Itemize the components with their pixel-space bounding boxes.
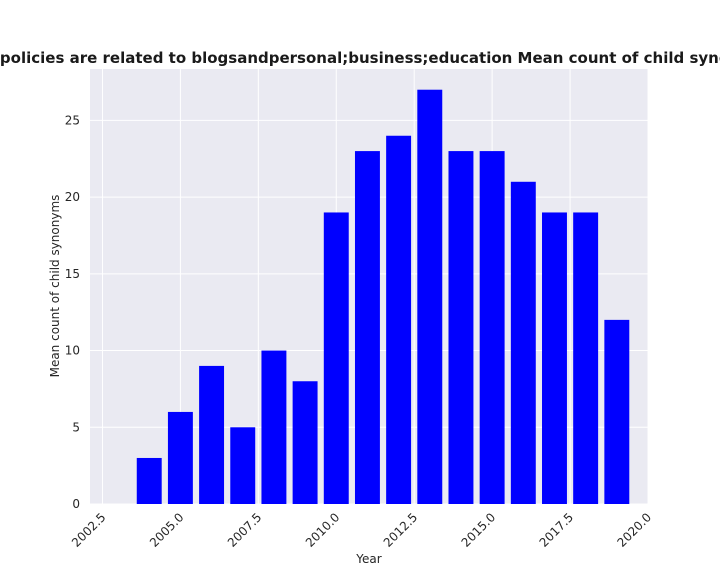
y-axis-label: Mean count of child synonyms: [48, 195, 62, 378]
y-tick-label: 25: [65, 113, 80, 127]
bar-2015: [479, 151, 505, 504]
bar-2006: [199, 365, 225, 504]
y-tick-label: 5: [72, 420, 80, 434]
bar-2018: [573, 212, 599, 504]
x-axis-label: Year: [355, 552, 381, 566]
bar-2004: [136, 457, 162, 504]
bar-2014: [448, 151, 474, 504]
chart-title: Years in which privacy policies are rela…: [0, 49, 720, 67]
bar-2010: [323, 212, 349, 504]
bar-2016: [510, 181, 536, 504]
y-tick-label: 20: [65, 190, 80, 204]
x-tick-label: 2015.0: [459, 510, 499, 550]
x-tick-label: 2010.0: [303, 510, 343, 550]
bar-2012: [386, 135, 412, 504]
bar-2008: [261, 350, 287, 504]
bar-2005: [167, 411, 193, 504]
y-tick-label: 15: [65, 267, 80, 281]
x-tick-label: 2005.0: [147, 510, 187, 550]
y-tick-label: 0: [72, 497, 80, 511]
y-axis-ticks: 0 5 10 15 20 25: [65, 113, 80, 511]
bar-2017: [542, 212, 567, 504]
x-tick-label: 2002.5: [69, 510, 109, 550]
x-axis-ticks: 2002.5 2005.0 2007.5 2010.0 2012.5 2015.0 2017…: [69, 510, 654, 550]
bar-2011: [354, 151, 380, 504]
x-tick-label: 2017.5: [537, 510, 577, 550]
x-tick-label: 2012.5: [381, 510, 421, 550]
y-tick-label: 10: [65, 344, 80, 358]
bar-2013: [417, 89, 443, 504]
bar-2007: [230, 427, 256, 504]
x-tick-label: 2007.5: [225, 510, 265, 550]
bar-2019: [604, 319, 630, 504]
x-tick-label: 2020.0: [615, 510, 655, 550]
bars: [136, 89, 630, 504]
bar-2009: [292, 381, 318, 504]
